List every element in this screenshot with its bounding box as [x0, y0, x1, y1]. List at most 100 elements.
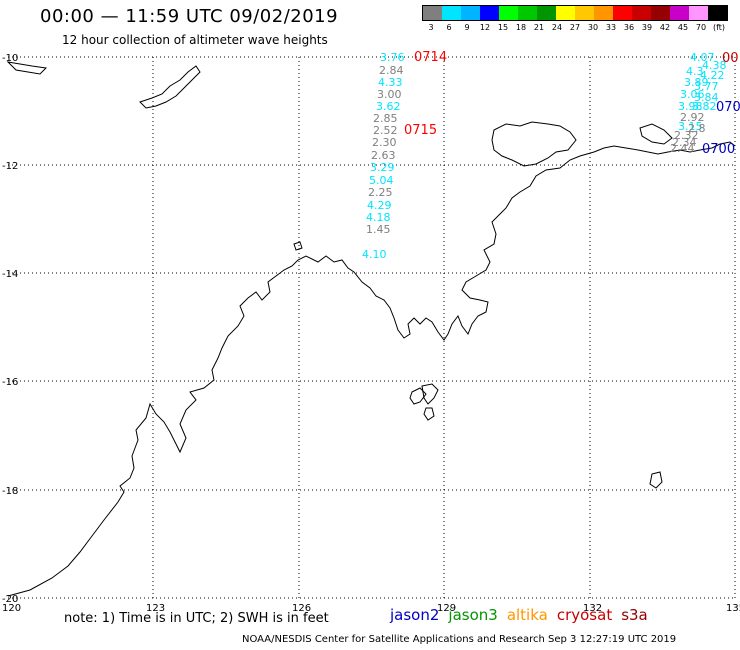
- legend-swatch: [480, 6, 499, 20]
- swh-reading: 2.32: [674, 129, 699, 142]
- lat-tick-label: -16: [2, 377, 18, 388]
- lon-tick-label: 123: [146, 603, 165, 614]
- coastline-timor-east: [139, 65, 201, 109]
- coastline-islet-4: [649, 471, 663, 489]
- swh-reading: 2.30: [372, 136, 397, 149]
- lat-tick-label: -12: [2, 161, 18, 172]
- map-subtitle: 12 hour collection of altimeter wave hei…: [62, 33, 328, 47]
- wave-height-legend: 3 6 9 12 15 18 21 24 27 30 33 36 39 42 45 70 (ft): [422, 5, 728, 32]
- swh-reading: 4.22: [700, 69, 725, 82]
- coastline-islet-2: [421, 383, 439, 405]
- coastline-timor-west: [6, 61, 48, 75]
- swh-reading: 3.77: [694, 80, 719, 93]
- legend-label: 39: [641, 23, 653, 32]
- map-title: 00:00 — 11:59 UTC 09/02/2019: [40, 6, 339, 27]
- swh-reading: 3.62: [376, 100, 401, 113]
- swh-reading: 3.98: [678, 100, 703, 113]
- legend-label: 3: [428, 23, 434, 32]
- legend-swatch: [537, 6, 556, 20]
- legend-label: 27: [569, 23, 581, 32]
- legend-swatch: [518, 6, 537, 20]
- legend-swatch: [461, 6, 480, 20]
- lon-tick-label: 135: [726, 603, 740, 614]
- legend-swatch: [499, 6, 518, 20]
- satellite-name: cryosat: [556, 606, 613, 624]
- swh-reading: 2.63: [371, 149, 396, 162]
- lon-tick-label: 120: [2, 603, 21, 614]
- swh-reading: 1.45: [366, 223, 391, 236]
- swh-reading: 3.82: [692, 100, 717, 113]
- swh-reading: 4.10: [362, 248, 387, 261]
- swh-reading: 2.52: [373, 124, 398, 137]
- legend-label: 12: [479, 23, 491, 32]
- swh-reading: 4.29: [367, 199, 392, 212]
- swh-reading: 2.44: [670, 142, 695, 155]
- coastline: [6, 61, 736, 597]
- legend-swatch: [442, 6, 461, 20]
- swh-reading: 2.85: [373, 112, 398, 125]
- lat-tick-label: -10: [2, 53, 18, 64]
- legend-label: 36: [623, 23, 635, 32]
- coastline-islet-5: [293, 241, 303, 251]
- swh-reading: 2.34: [672, 136, 697, 149]
- coastline-islet-3: [423, 407, 435, 421]
- swh-reading: 4.38: [702, 59, 727, 72]
- credit-line: NOAA/NESDIS Center for Satellite Applica…: [242, 634, 677, 645]
- legend-label: 24: [551, 23, 563, 32]
- legend-swatch: [575, 6, 594, 20]
- legend-label: 30: [587, 23, 599, 32]
- coastline-mainland: [7, 141, 736, 597]
- legend-label: 18: [515, 23, 527, 32]
- time-label: 0714: [414, 50, 447, 65]
- legend-label: 6: [446, 23, 452, 32]
- time-label: 0700: [702, 142, 735, 157]
- legend-swatch: [708, 6, 727, 20]
- swh-reading: 5.04: [369, 174, 394, 187]
- swh-reading: 4.07: [690, 51, 715, 64]
- legend-labels: 3 6 9 12 15 18 21 24 27 30 33 36 39 42 45 70 (ft): [422, 23, 728, 32]
- axis-ticks: 120 123 126 129 132 135 -10 -12 -14 -16 …: [2, 53, 740, 614]
- swh-reading: 3.00: [377, 88, 402, 101]
- lat-tick-label: -20: [2, 594, 18, 605]
- legend-swatch: [423, 6, 442, 20]
- swh-reading: 4.3: [686, 65, 704, 78]
- satellite-track-2: 4.074.384.34.223.893.773.063.843.983.822…: [670, 51, 740, 157]
- footnote: note: 1) Time is in UTC; 2) SWH is in fe…: [64, 611, 329, 626]
- swh-reading: 3.06: [680, 88, 705, 101]
- swh-reading: 3.29: [370, 161, 395, 174]
- legend-swatch: [613, 6, 632, 20]
- swh-reading: 2.84: [379, 64, 404, 77]
- swh-reading: 3.89: [684, 76, 709, 89]
- coastline-islet-1: [409, 387, 427, 405]
- swh-reading: 3.84: [694, 91, 719, 104]
- satellite-name: s3a: [621, 606, 648, 624]
- time-label: 00: [722, 51, 739, 66]
- satellite-name: jason2: [390, 606, 440, 624]
- swh-reading: 3.15: [678, 120, 703, 133]
- lon-tick-label: 129: [437, 603, 456, 614]
- legend-swatch: [632, 6, 651, 20]
- swh-reading: 4.18: [366, 211, 391, 224]
- legend-label: 70: [695, 23, 707, 32]
- legend-swatch: [556, 6, 575, 20]
- swh-reading: 2.92: [680, 111, 705, 124]
- lon-tick-label: 132: [583, 603, 602, 614]
- legend-unit: (ft): [712, 23, 726, 32]
- legend-label: 9: [464, 23, 470, 32]
- coastline-island-north: [491, 121, 577, 167]
- legend-swatch: [670, 6, 689, 20]
- legend-label: 21: [533, 23, 545, 32]
- lat-tick-label: -14: [2, 269, 18, 280]
- time-label: 0715: [404, 123, 437, 138]
- lat-tick-label: -18: [2, 486, 18, 497]
- legend-swatch: [651, 6, 670, 20]
- lon-tick-label: 126: [292, 603, 311, 614]
- satellite-name: altika: [506, 606, 548, 624]
- legend-swatch: [594, 6, 613, 20]
- swh-reading: 4.33: [378, 76, 403, 89]
- time-label: 070: [716, 100, 740, 115]
- satellite-name: jason3: [448, 606, 498, 624]
- satellite-track-1: 3.762.844.333.003.622.852.522.302.633.29…: [362, 50, 447, 261]
- legend-label: 45: [677, 23, 689, 32]
